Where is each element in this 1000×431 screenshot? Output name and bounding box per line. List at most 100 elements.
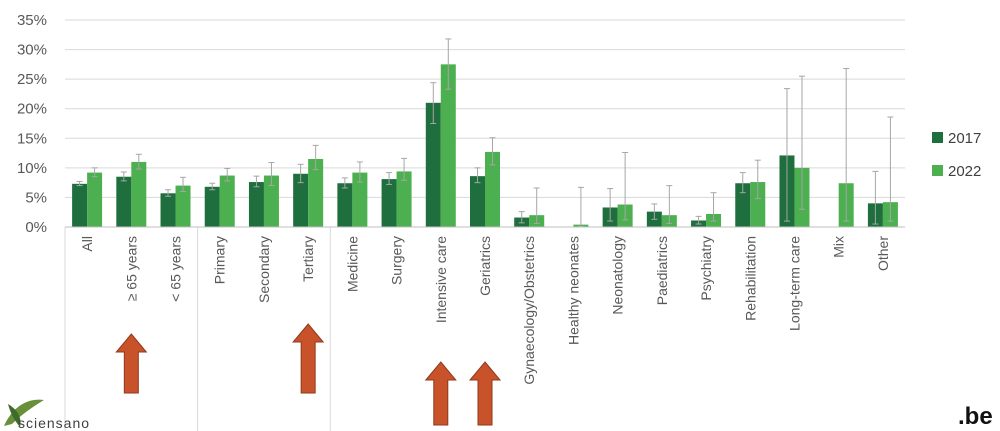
- error-bar-2017-8: [430, 82, 437, 124]
- y-tick-label: 15%: [17, 130, 47, 147]
- error-bar-2022-7: [401, 157, 408, 181]
- legend-label-2022: 2022: [948, 163, 981, 180]
- error-bar-2022-3: [224, 167, 231, 182]
- bar-2017-15: [735, 183, 751, 227]
- legend-swatch-2022: [932, 165, 943, 176]
- legend: 2017 2022: [932, 130, 981, 180]
- legend-item-2017: 2017: [932, 130, 981, 147]
- bar-2022-3: [219, 175, 235, 227]
- y-tick-label: 5%: [25, 189, 47, 206]
- error-bar-2017-16: [783, 88, 790, 222]
- bars: [72, 64, 898, 227]
- error-bar-2022-16: [798, 75, 805, 210]
- category-label: Healthy neonates: [565, 236, 581, 345]
- y-tick-label: 25%: [17, 71, 47, 88]
- bar-2022-1: [131, 161, 147, 227]
- category-label: Rehabilitation: [742, 236, 758, 321]
- error-bar-2022-6: [356, 161, 363, 183]
- category-label: Psychiatry: [698, 236, 714, 301]
- category-label: Long-term care: [786, 236, 802, 331]
- error-bar-2022-14: [710, 192, 717, 222]
- category-label: Neonatology: [610, 236, 626, 315]
- error-bar-2017-10: [518, 211, 525, 224]
- group-separators: [64, 227, 331, 431]
- error-bar-2017-6: [341, 177, 348, 189]
- bar-2017-6: [337, 183, 353, 227]
- sciensano-wordmark: sciensano: [18, 415, 90, 431]
- up-arrow-icon: [424, 361, 457, 426]
- error-bar-2017-0: [76, 180, 83, 187]
- category-label: Medicine: [344, 236, 360, 292]
- y-tick-label: 30%: [17, 42, 47, 59]
- y-tick-label: 35%: [17, 12, 47, 29]
- bar-2022-2: [175, 185, 191, 227]
- error-bar-2022-9: [489, 137, 496, 166]
- error-bar-2022-1: [135, 153, 142, 170]
- bar-2022-5: [308, 158, 324, 227]
- bar-2017-8: [425, 102, 441, 227]
- bar-2022-9: [485, 151, 500, 227]
- category-label: < 65 years: [168, 236, 184, 302]
- error-bar-2022-13: [666, 185, 673, 224]
- error-bar-2022-5: [312, 144, 319, 171]
- error-bar-2022-11: [577, 186, 584, 227]
- highlight-arrows: [115, 323, 502, 426]
- error-bar-2017-13: [651, 203, 658, 220]
- error-bar-2022-10: [533, 187, 540, 224]
- error-bar-2017-18: [872, 170, 879, 225]
- bar-2017-4: [248, 182, 264, 227]
- bar-2022-8: [440, 64, 456, 227]
- y-tick-label: 10%: [17, 160, 47, 177]
- bar-2017-7: [381, 179, 397, 227]
- error-bar-2017-9: [474, 167, 481, 184]
- error-bar-2022-4: [268, 162, 275, 187]
- up-arrow-icon: [292, 323, 325, 394]
- error-bar-2017-3: [209, 182, 216, 191]
- category-label: Gynaecology/Obstetrics: [521, 236, 537, 385]
- bar-2022-7: [396, 171, 412, 227]
- category-label: Intensive care: [433, 236, 449, 323]
- error-bar-2017-1: [120, 171, 127, 182]
- y-tick-label: 20%: [17, 101, 47, 118]
- y-tick-label: 0%: [25, 219, 47, 236]
- category-label: Primary: [212, 236, 228, 284]
- bar-2022-0: [87, 172, 103, 227]
- category-label: Secondary: [256, 236, 272, 303]
- legend-label-2017: 2017: [948, 130, 981, 147]
- category-label: Surgery: [389, 236, 405, 285]
- error-bar-2017-2: [165, 189, 172, 197]
- error-bars: [76, 38, 894, 227]
- error-bar-2017-5: [297, 163, 304, 184]
- error-bar-2017-15: [739, 172, 746, 194]
- error-bar-2017-7: [386, 172, 393, 185]
- bar-2017-5: [293, 173, 309, 227]
- error-bar-2022-15: [754, 159, 761, 200]
- bar-2022-6: [352, 172, 368, 227]
- error-bar-2022-18: [887, 116, 894, 222]
- error-bar-2017-12: [607, 188, 614, 222]
- category-label: All: [79, 236, 95, 252]
- category-label: ≥ 65 years: [123, 236, 139, 301]
- error-bar-2022-2: [180, 176, 187, 193]
- legend-item-2022: 2022: [932, 163, 981, 180]
- sciensano-logo: sciensano: [4, 399, 90, 431]
- bar-2022-15: [750, 182, 766, 227]
- error-bar-2022-17: [843, 67, 850, 222]
- error-bar-2017-14: [695, 215, 702, 225]
- error-bar-2022-0: [91, 167, 98, 178]
- category-labels: All ≥ 65 years < 65 years Primary Secondary T…: [79, 236, 891, 385]
- bar-2017-2: [160, 193, 176, 227]
- bar-2017-3: [204, 186, 220, 227]
- y-axis-ticks: 0% 5% 10% 15% 20% 25% 30% 35%: [17, 12, 47, 236]
- legend-swatch-2017: [932, 132, 943, 143]
- up-arrow-icon: [468, 361, 502, 426]
- bar-2017-0: [72, 183, 88, 227]
- gridlines: [65, 19, 905, 198]
- error-bar-2022-12: [622, 151, 629, 221]
- bar-2017-1: [116, 176, 132, 227]
- up-arrow-icon: [115, 333, 148, 394]
- sciensano-leaf-icon: [4, 399, 44, 427]
- be-logo: .be: [958, 403, 993, 430]
- category-label: Tertiary: [300, 236, 316, 282]
